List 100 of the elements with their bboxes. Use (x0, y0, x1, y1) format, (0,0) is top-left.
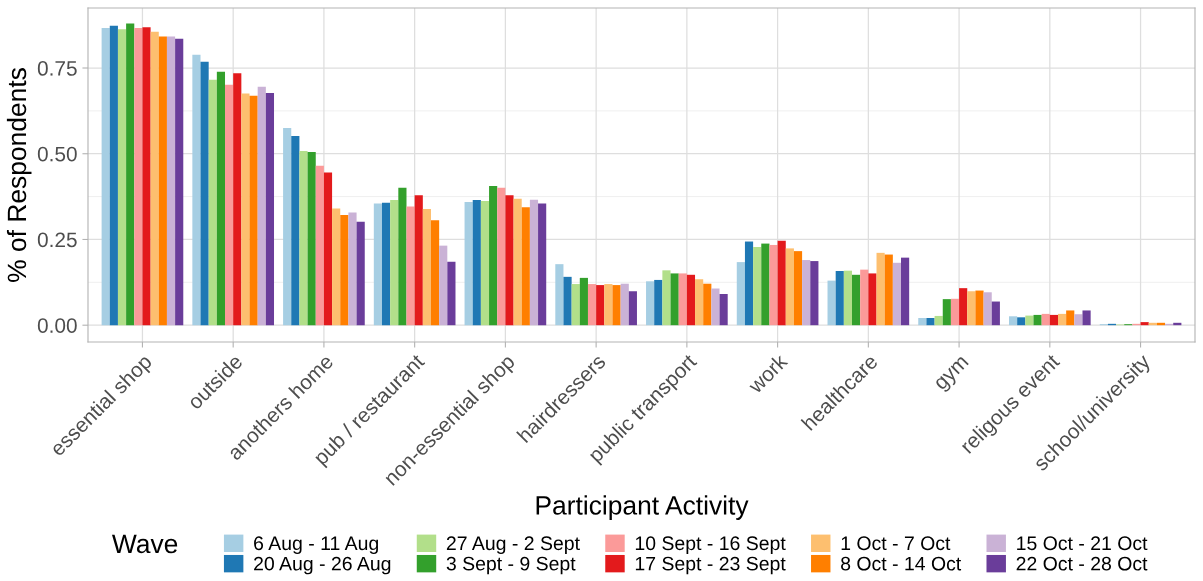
bar (563, 276, 572, 326)
legend-label: 1 Oct - 7 Oct (841, 536, 951, 551)
bar (166, 36, 176, 326)
bar (555, 264, 564, 326)
bar (109, 25, 118, 326)
bar (769, 244, 778, 326)
bar (646, 281, 655, 326)
bar (934, 315, 943, 326)
bar (241, 93, 250, 326)
bar (323, 172, 333, 326)
bar (257, 86, 266, 326)
bar (340, 215, 349, 326)
legend-label: 20 Aug - 26 Aug (254, 556, 391, 575)
bar (373, 203, 382, 326)
bar (670, 273, 679, 326)
bar (884, 254, 893, 326)
bar (620, 283, 629, 326)
bar (736, 262, 745, 326)
bar (225, 84, 234, 326)
bar (101, 27, 110, 326)
bar (307, 152, 316, 326)
bar (852, 274, 861, 326)
legend-label: 6 Aug - 11 Aug (254, 536, 378, 554)
bar (711, 288, 720, 326)
bar (967, 291, 976, 326)
bar (876, 252, 885, 326)
legend-title: Wave (111, 534, 178, 554)
bar (1033, 314, 1042, 326)
bar (315, 165, 324, 326)
bar (628, 291, 637, 326)
x-tick-label: gym (934, 356, 972, 394)
bar (596, 285, 605, 326)
legend-label: 27 Aug - 2 Sept (446, 536, 580, 554)
bar (398, 187, 407, 326)
bar (208, 79, 217, 326)
bar (950, 298, 960, 326)
bar (810, 261, 819, 326)
bar (868, 273, 877, 326)
bar (348, 212, 357, 326)
bar (785, 248, 794, 326)
bar (678, 273, 687, 326)
bar (1140, 322, 1149, 326)
y-axis-title: % of Respondents (6, 68, 32, 282)
bar (918, 318, 927, 326)
bar (233, 73, 242, 326)
bar (505, 195, 514, 326)
bar (587, 284, 597, 326)
bar (521, 207, 530, 326)
bar (291, 135, 300, 326)
bar (719, 293, 728, 326)
x-axis-title: Participant Activity (536, 495, 749, 520)
bar (1049, 314, 1058, 326)
bar (216, 71, 226, 326)
bar (142, 27, 151, 326)
bar (464, 202, 473, 326)
bar (983, 292, 992, 326)
bar (753, 247, 762, 326)
bar (1025, 315, 1034, 326)
bar (283, 128, 292, 326)
bar (513, 198, 522, 326)
bar (612, 285, 621, 326)
bar (430, 220, 440, 326)
bar (447, 261, 456, 326)
bar (406, 206, 415, 326)
bar (381, 202, 391, 326)
bar (472, 200, 481, 326)
bar (686, 274, 696, 326)
bar (892, 262, 902, 326)
bar (662, 270, 671, 326)
bar (843, 270, 853, 326)
bar (529, 199, 539, 326)
bar (480, 201, 490, 326)
legend-label: 3 Sept - 9 Sept (446, 556, 576, 575)
bar (414, 195, 423, 326)
legend-label: 8 Oct - 14 Oct (841, 556, 962, 571)
legend-label: 22 Oct - 28 Oct (1016, 556, 1148, 571)
bar (1074, 314, 1083, 326)
bar (538, 203, 547, 326)
y-tick-label: 0.75 (37, 61, 77, 76)
bar (1057, 313, 1067, 326)
y-tick-label: 0.00 (37, 318, 77, 333)
bar (1017, 317, 1026, 326)
bar (1041, 313, 1050, 326)
bar (299, 151, 308, 326)
bar (134, 27, 143, 326)
bar (422, 208, 431, 326)
bar (703, 283, 712, 326)
y-tick-label: 0.50 (37, 146, 77, 162)
bar (975, 290, 984, 326)
bar (571, 284, 580, 326)
bar (695, 279, 704, 326)
bar (860, 269, 869, 326)
bar (744, 241, 754, 326)
bar (249, 95, 258, 326)
legend-label: 15 Oct - 21 Oct (1017, 536, 1148, 551)
bar (497, 187, 506, 326)
bar (654, 279, 663, 326)
bar (439, 245, 448, 326)
bar (1066, 310, 1075, 326)
bar (604, 284, 613, 326)
